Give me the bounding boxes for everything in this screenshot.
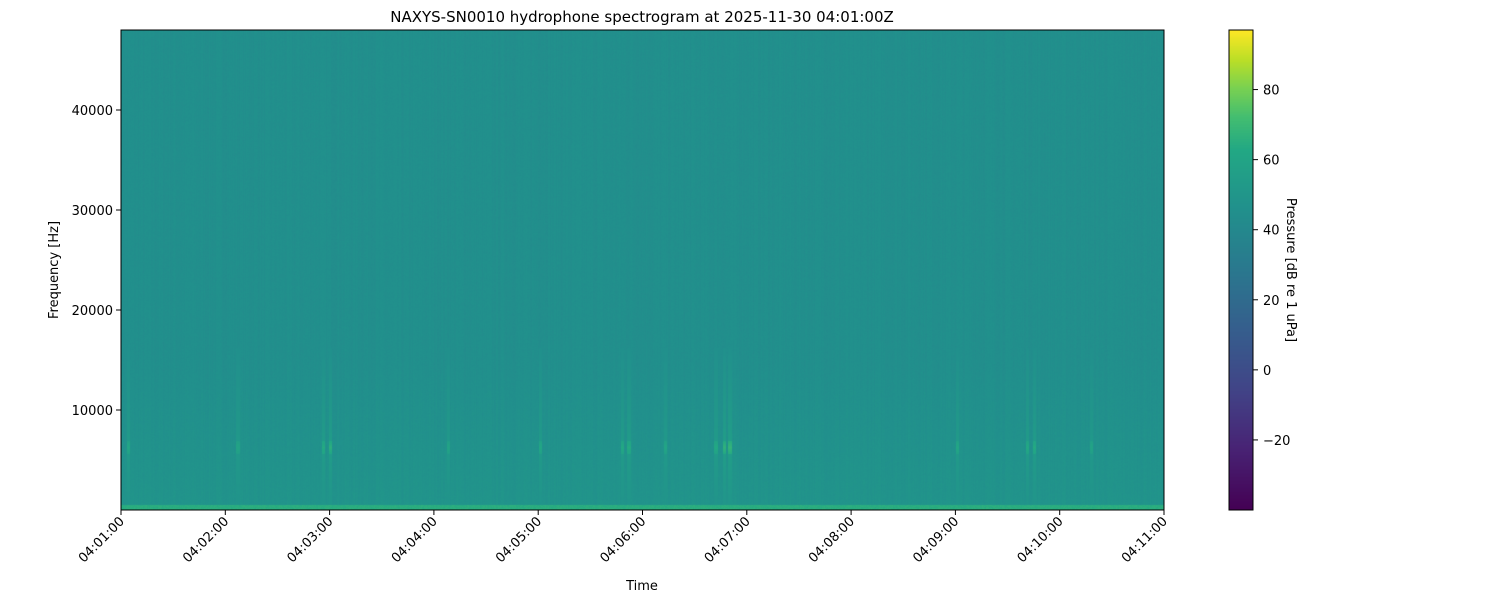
x-tick-label: 04:07:00 — [702, 514, 754, 566]
spectrogram-heatmap — [121, 30, 1164, 510]
x-tick-label: 04:11:00 — [1119, 514, 1171, 566]
colorbar-gradient — [1229, 30, 1253, 510]
x-tick-label: 04:10:00 — [1015, 514, 1067, 566]
y-axis-label: Frequency [Hz] — [47, 221, 62, 319]
y-tick-label: 20000 — [72, 304, 113, 319]
colorbar-tick-label: 80 — [1263, 84, 1280, 99]
x-tick-label: 04:09:00 — [910, 514, 962, 566]
x-tick-label: 04:04:00 — [389, 514, 441, 566]
y-tick-label: 40000 — [72, 104, 113, 119]
colorbar-label: Pressure [dB re 1 uPa] — [1283, 198, 1298, 342]
y-tick-label: 10000 — [72, 404, 113, 419]
colorbar-tick-label: −20 — [1263, 434, 1290, 449]
colorbar-tick-label: 60 — [1263, 154, 1280, 169]
chart-title: NAXYS-SN0010 hydrophone spectrogram at 2… — [390, 8, 894, 26]
x-tick-label: 04:06:00 — [597, 514, 649, 566]
x-tick-label: 04:05:00 — [493, 514, 545, 566]
x-axis-label: Time — [625, 579, 658, 594]
y-tick-label: 30000 — [72, 204, 113, 219]
x-tick-label: 04:08:00 — [806, 514, 858, 566]
colorbar-frame — [1228, 29, 1254, 511]
colorbar-tick-label: 40 — [1263, 224, 1280, 239]
x-tick-label: 04:03:00 — [285, 514, 337, 566]
x-tick-label: 04:01:00 — [76, 514, 128, 566]
colorbar-tick-label: 0 — [1263, 364, 1271, 379]
colorbar-tick-label: 20 — [1263, 294, 1280, 309]
plot-frame — [120, 29, 1165, 511]
x-tick-label: 04:02:00 — [180, 514, 232, 566]
